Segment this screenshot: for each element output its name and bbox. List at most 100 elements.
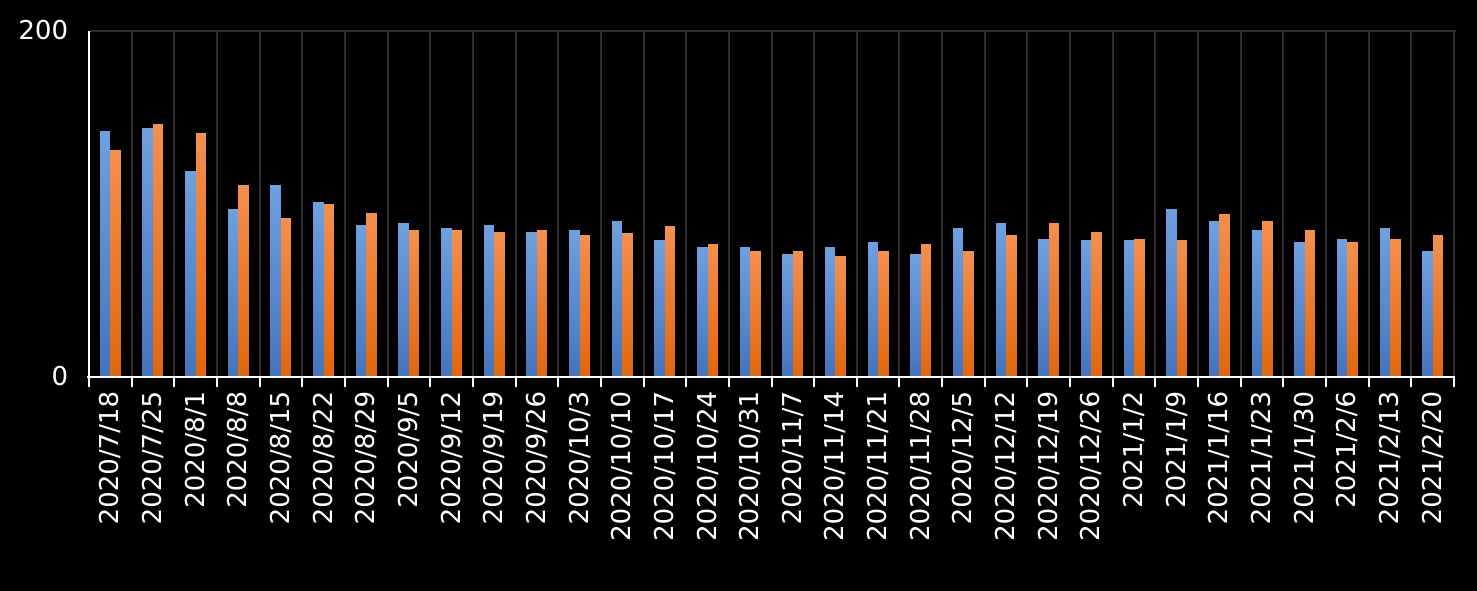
x-tick-label: 2020/8/22 xyxy=(308,391,339,525)
gridline-vertical xyxy=(557,31,560,377)
x-axis-tick xyxy=(1026,377,1029,387)
x-tick-label: 2020/9/12 xyxy=(436,391,467,525)
x-axis-tick xyxy=(642,377,645,387)
bar-series-1-blue xyxy=(952,228,964,377)
gridline-vertical xyxy=(1410,31,1413,377)
gridline-vertical xyxy=(1239,31,1242,377)
x-axis-tick xyxy=(1453,377,1455,387)
x-tick-label: 2021/1/16 xyxy=(1204,391,1235,525)
bar-series-1-blue xyxy=(1038,238,1049,377)
bar-series-2-orange xyxy=(792,250,804,377)
gridline-vertical xyxy=(343,31,346,377)
bar-series-1-blue xyxy=(1251,229,1263,377)
x-axis-tick xyxy=(1367,377,1370,387)
x-axis-tick xyxy=(173,377,176,387)
bar-series-2-orange xyxy=(622,233,633,377)
bar-series-2-orange xyxy=(280,217,292,377)
gridline-vertical xyxy=(301,31,304,377)
x-axis-tick xyxy=(88,377,90,387)
gridline-vertical xyxy=(1282,31,1285,377)
gridline-vertical xyxy=(1154,31,1157,377)
bar-series-1-blue xyxy=(1422,250,1433,377)
x-axis-tick xyxy=(599,377,602,387)
y-tick-label: 0 xyxy=(51,362,68,392)
x-tick-label: 2020/10/31 xyxy=(735,391,766,541)
bar-series-2-orange xyxy=(707,243,719,377)
x-tick-label: 2020/9/19 xyxy=(479,391,510,525)
x-axis-tick xyxy=(727,377,730,387)
bar-series-2-orange xyxy=(750,250,761,377)
x-tick-label: 2020/11/7 xyxy=(777,391,808,525)
x-axis-tick xyxy=(898,377,901,387)
gridline-vertical xyxy=(1026,31,1029,377)
bar-series-2-orange xyxy=(1048,223,1060,377)
x-tick-label: 2021/1/23 xyxy=(1247,391,1278,525)
x-axis-tick xyxy=(1325,377,1328,387)
bar-series-2-orange xyxy=(536,229,548,377)
gridline-vertical xyxy=(642,31,645,377)
bar-series-2-orange xyxy=(878,250,889,377)
bar-series-1-blue xyxy=(441,228,452,377)
gridline-vertical xyxy=(130,31,133,377)
x-axis-tick xyxy=(1069,377,1072,387)
gridline-vertical xyxy=(1453,31,1455,377)
bar-series-2-orange xyxy=(1432,235,1444,377)
x-tick-label: 2020/9/5 xyxy=(393,391,424,508)
x-tick-label: 2020/7/25 xyxy=(137,391,168,525)
bar-series-2-orange xyxy=(238,184,249,377)
x-tick-label: 2020/8/1 xyxy=(180,391,211,508)
gridline-vertical xyxy=(1325,31,1328,377)
bar-series-1-blue xyxy=(1123,240,1135,377)
y-tick-label: 200 xyxy=(18,16,68,46)
bar-series-1-blue xyxy=(1208,221,1220,377)
bar-series-2-orange xyxy=(110,150,121,377)
bar-series-1-blue xyxy=(1166,209,1177,377)
bar-series-2-orange xyxy=(152,124,164,377)
x-axis-tick xyxy=(685,377,688,387)
gridline-vertical xyxy=(813,31,816,377)
x-axis-tick xyxy=(301,377,304,387)
x-axis-tick xyxy=(983,377,986,387)
gridline-vertical xyxy=(471,31,474,377)
x-tick-label: 2020/8/29 xyxy=(351,391,382,525)
x-tick-label: 2021/2/20 xyxy=(1417,391,1448,525)
gridline-vertical xyxy=(258,31,261,377)
x-tick-label: 2020/11/14 xyxy=(820,391,851,541)
x-tick-label: 2021/1/30 xyxy=(1289,391,1320,525)
gridline-vertical xyxy=(514,31,517,377)
x-axis-tick xyxy=(514,377,517,387)
bar-series-2-orange xyxy=(1176,240,1188,377)
gridline-vertical xyxy=(173,31,176,377)
gridline-vertical xyxy=(386,31,389,377)
bar-series-2-orange xyxy=(494,231,505,377)
bar-series-1-blue xyxy=(824,247,836,377)
gridline-vertical xyxy=(770,31,773,377)
bar-series-1-blue xyxy=(483,224,495,377)
x-axis-tick xyxy=(770,377,773,387)
gridline-vertical xyxy=(1197,31,1200,377)
x-tick-label: 2020/8/15 xyxy=(265,391,296,525)
bar-series-2-orange xyxy=(1390,238,1401,377)
bar-series-2-orange xyxy=(1347,242,1358,377)
bar-series-1-blue xyxy=(526,231,537,377)
x-axis-tick xyxy=(1239,377,1242,387)
gridline-vertical xyxy=(685,31,688,377)
bar-series-1-blue xyxy=(654,240,665,377)
x-axis-tick xyxy=(557,377,560,387)
x-axis-tick xyxy=(813,377,816,387)
bar-series-1-blue xyxy=(910,254,921,377)
bar-series-1-blue xyxy=(227,209,239,377)
gridline-vertical xyxy=(429,31,432,377)
gridline-vertical xyxy=(599,31,602,377)
x-axis-tick xyxy=(855,377,858,387)
x-axis-tick xyxy=(215,377,218,387)
x-tick-label: 2020/12/12 xyxy=(991,391,1022,541)
gridline-vertical xyxy=(898,31,901,377)
bar-series-1-blue xyxy=(142,127,153,377)
bar-series-1-blue xyxy=(782,254,793,377)
gridline-vertical xyxy=(727,31,730,377)
bar-series-1-blue xyxy=(1080,240,1092,377)
x-axis-tick xyxy=(343,377,346,387)
gridline-top xyxy=(89,30,1456,32)
